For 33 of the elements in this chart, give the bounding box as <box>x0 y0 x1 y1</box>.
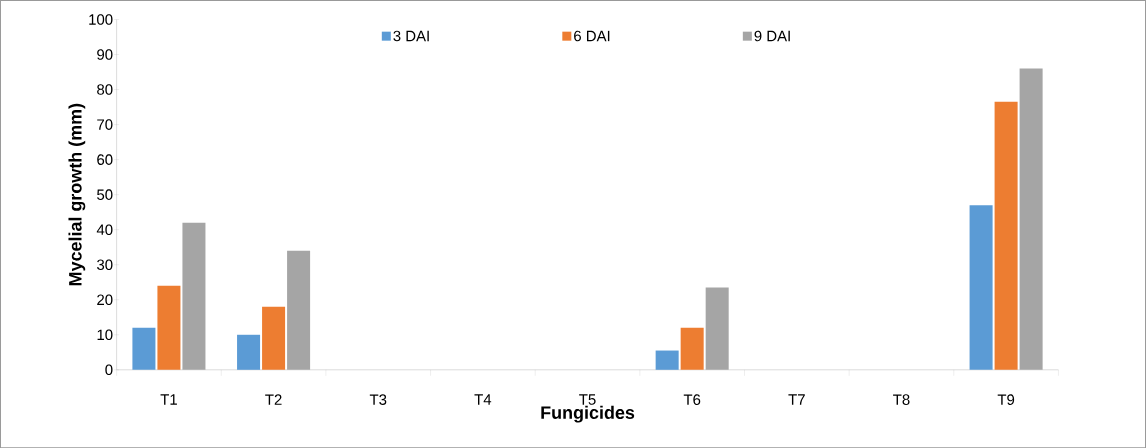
legend-label: 6 DAI <box>574 30 610 42</box>
x-tick-label: T9 <box>997 394 1015 405</box>
x-tick-label: T8 <box>893 394 910 405</box>
y-tick-label: 90 <box>97 49 113 60</box>
y-axis-title: Mycelial growth (mm) <box>68 103 86 286</box>
y-tick-label: 60 <box>97 154 113 165</box>
x-tick-label: T3 <box>369 394 387 405</box>
y-tick-label: 20 <box>97 294 113 305</box>
y-tick-label: 40 <box>96 224 113 235</box>
y-tick-label: 100 <box>89 14 113 25</box>
bar <box>157 285 181 370</box>
bar <box>262 306 286 370</box>
x-tick-label: T6 <box>683 394 701 405</box>
y-tick-label: 70 <box>97 119 113 130</box>
x-tick-label: T4 <box>474 394 492 405</box>
bar <box>994 101 1018 370</box>
y-tick-label: 80 <box>97 84 113 95</box>
y-tick-label: 10 <box>97 329 113 340</box>
bar <box>680 327 704 370</box>
bar <box>132 327 156 370</box>
x-tick-label: T5 <box>579 394 596 405</box>
y-tick-label: 50 <box>97 189 113 200</box>
y-tick-label: 0 <box>105 364 113 375</box>
legend-label: 9 DAI <box>754 30 790 42</box>
x-tick-label: T1 <box>160 394 177 405</box>
bar <box>237 334 261 370</box>
x-tick-label: T2 <box>265 394 282 405</box>
bar <box>655 350 679 370</box>
y-tick-label: 30 <box>97 259 113 270</box>
bar <box>969 204 993 370</box>
x-tick-label: T7 <box>788 394 805 405</box>
x-axis-title: Fungicides <box>541 405 635 423</box>
legend-label: 3 DAI <box>393 30 429 42</box>
